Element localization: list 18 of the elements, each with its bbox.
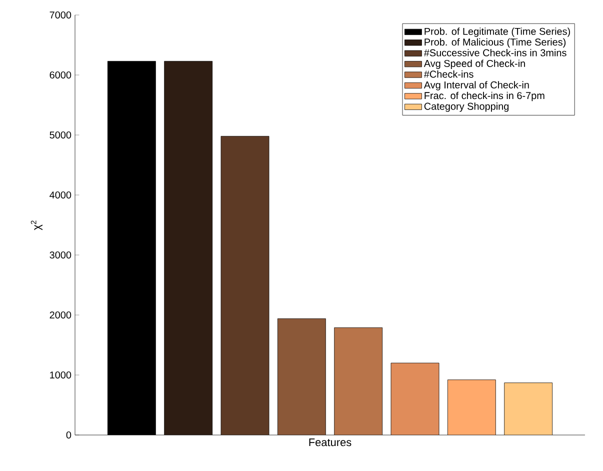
y-axis-title: χ$^{2}$ xyxy=(30,220,42,230)
y-tick-label: 5000 xyxy=(50,131,72,139)
y-tick-label: 4000 xyxy=(50,191,72,199)
legend-label: Category Shopping xyxy=(424,102,509,112)
y-tick-label: 3000 xyxy=(50,251,72,259)
legend-label: Prob. of Legitimate (Time Series) xyxy=(424,28,570,37)
legend-label: Avg Speed of Check-in xyxy=(424,60,525,69)
x-axis-title: Features xyxy=(309,438,352,446)
y-tick-label: 0 xyxy=(66,431,72,439)
y-tick-label: 6000 xyxy=(50,71,72,79)
legend-label: Avg Interval of Check-in xyxy=(424,81,529,90)
legend-label: #Successive Check-ins in 3mins xyxy=(424,48,566,56)
legend-label: Prob. of Malicious (Time Series) xyxy=(424,38,566,48)
legend-label: Frac. of check-ins in 6-7pm xyxy=(424,92,544,102)
y-tick-label: 1000 xyxy=(50,371,72,379)
y-tick-label: 7000 xyxy=(50,11,72,19)
legend-label: #Check-ins xyxy=(424,70,474,78)
y-tick-label: 2000 xyxy=(50,311,72,319)
